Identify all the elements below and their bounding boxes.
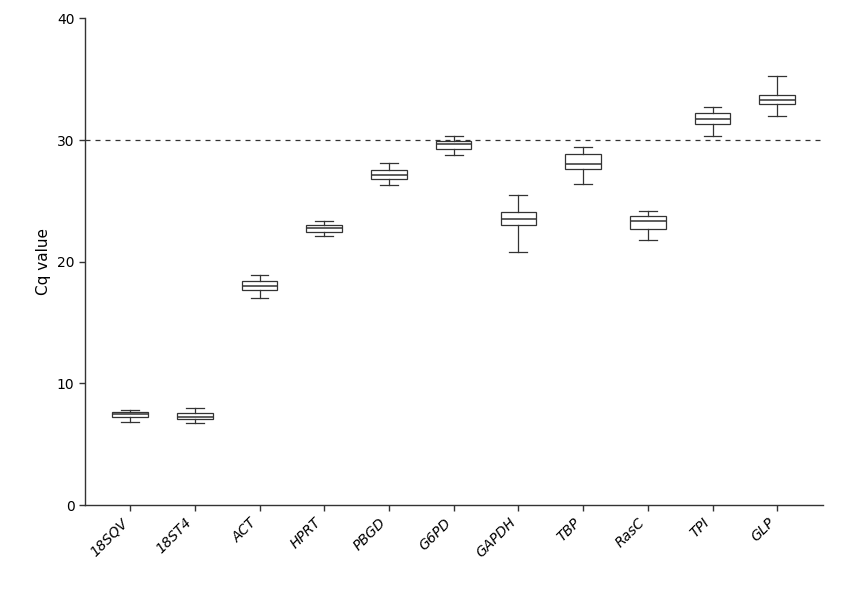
PathPatch shape [177, 413, 213, 419]
Y-axis label: Cq value: Cq value [36, 229, 51, 295]
PathPatch shape [306, 225, 342, 232]
PathPatch shape [566, 154, 601, 169]
PathPatch shape [500, 212, 536, 225]
PathPatch shape [242, 282, 277, 290]
PathPatch shape [112, 412, 148, 417]
PathPatch shape [630, 216, 666, 229]
PathPatch shape [695, 113, 730, 124]
PathPatch shape [760, 94, 795, 103]
PathPatch shape [371, 170, 407, 179]
PathPatch shape [436, 140, 471, 148]
